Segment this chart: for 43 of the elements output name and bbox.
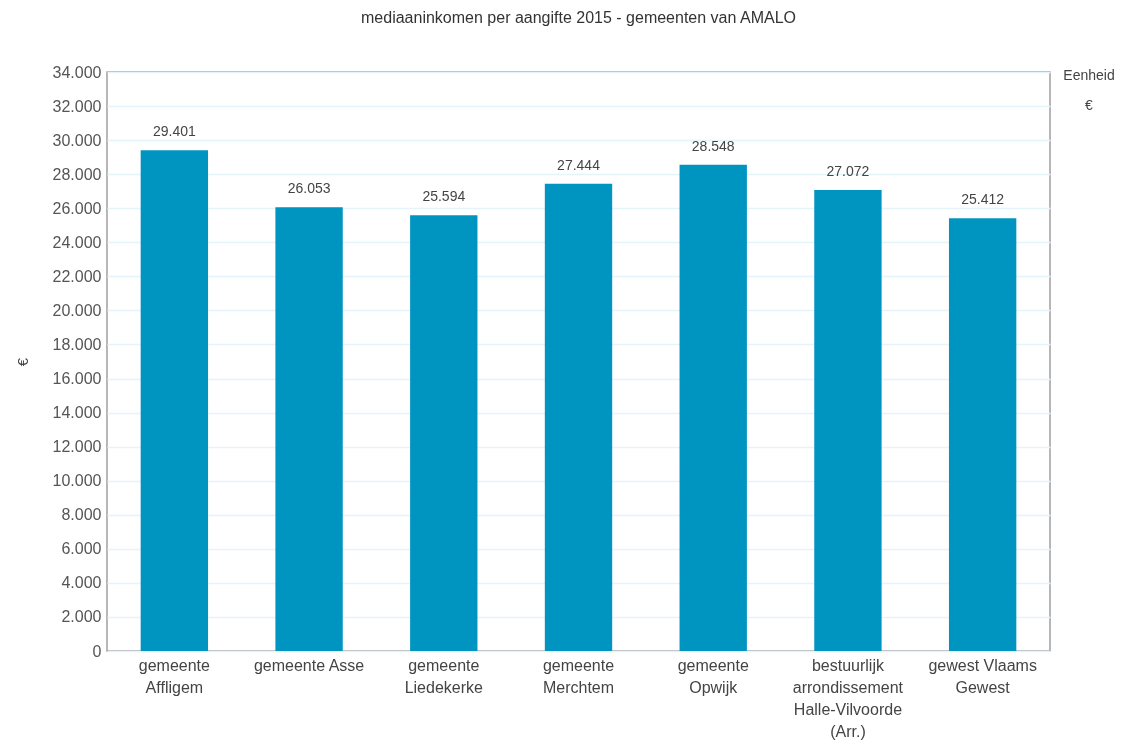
y-tick-label: 32.000 xyxy=(52,97,102,115)
x-tick-label: gemeente Asse xyxy=(253,656,365,674)
bar xyxy=(679,164,747,651)
bar xyxy=(948,218,1017,651)
y-tick-label: 10.000 xyxy=(52,472,102,490)
bar xyxy=(275,207,343,651)
data-label: 27.072 xyxy=(826,162,870,179)
text: € xyxy=(1084,96,1094,115)
data-label: 25.594 xyxy=(422,188,466,205)
x-tick-label: gemeente Opwijk xyxy=(677,656,749,696)
y-tick-label: 16.000 xyxy=(52,370,102,388)
y-tick-label: 34.000 xyxy=(52,63,102,81)
y-tick-label: 24.000 xyxy=(52,233,102,251)
y-tick-label: 20.000 xyxy=(52,301,102,319)
y-tick-label: 4.000 xyxy=(61,574,102,592)
y-tick-label: 0 xyxy=(92,642,102,660)
data-label: 27.444 xyxy=(557,156,601,173)
data-label: 29.401 xyxy=(152,123,196,140)
x-tick-label: gemeente Merchtem xyxy=(542,656,615,696)
y-tick-label: 26.000 xyxy=(52,199,102,217)
y-tick-label: 18.000 xyxy=(52,335,102,353)
y-tick-label: 8.000 xyxy=(61,506,102,524)
y-tick-label: 14.000 xyxy=(52,404,102,422)
x-tick-label: gemeente Liedekerke xyxy=(404,656,484,696)
data-label: 28.548 xyxy=(691,137,735,154)
y-tick-label: 12.000 xyxy=(52,438,102,456)
y-tick-label: 28.000 xyxy=(52,165,102,183)
x-tick-label: bestuurlijk arrondissement Halle-Vilvoorde (Arr.) xyxy=(792,656,904,740)
text: Eenheid xyxy=(1062,66,1116,85)
bar xyxy=(410,215,478,651)
y-axis-title: € xyxy=(13,357,31,367)
y-tick-label: 2.000 xyxy=(61,608,102,626)
bar xyxy=(814,189,882,651)
bar xyxy=(544,183,613,651)
data-label: 25.412 xyxy=(961,191,1005,208)
bar xyxy=(140,150,209,651)
y-tick-label: 6.000 xyxy=(61,540,102,558)
data-label: 26.053 xyxy=(287,180,331,197)
chart-title: mediaaninkomen per aangifte 2015 - gemeenten van AMALO xyxy=(361,9,796,26)
x-tick-label: gewest Vlaams Gewest xyxy=(928,656,1037,696)
x-tick-label: gemeente Affligem xyxy=(138,656,211,696)
y-tick-label: 22.000 xyxy=(52,267,102,285)
y-tick-label: 30.000 xyxy=(52,131,102,149)
